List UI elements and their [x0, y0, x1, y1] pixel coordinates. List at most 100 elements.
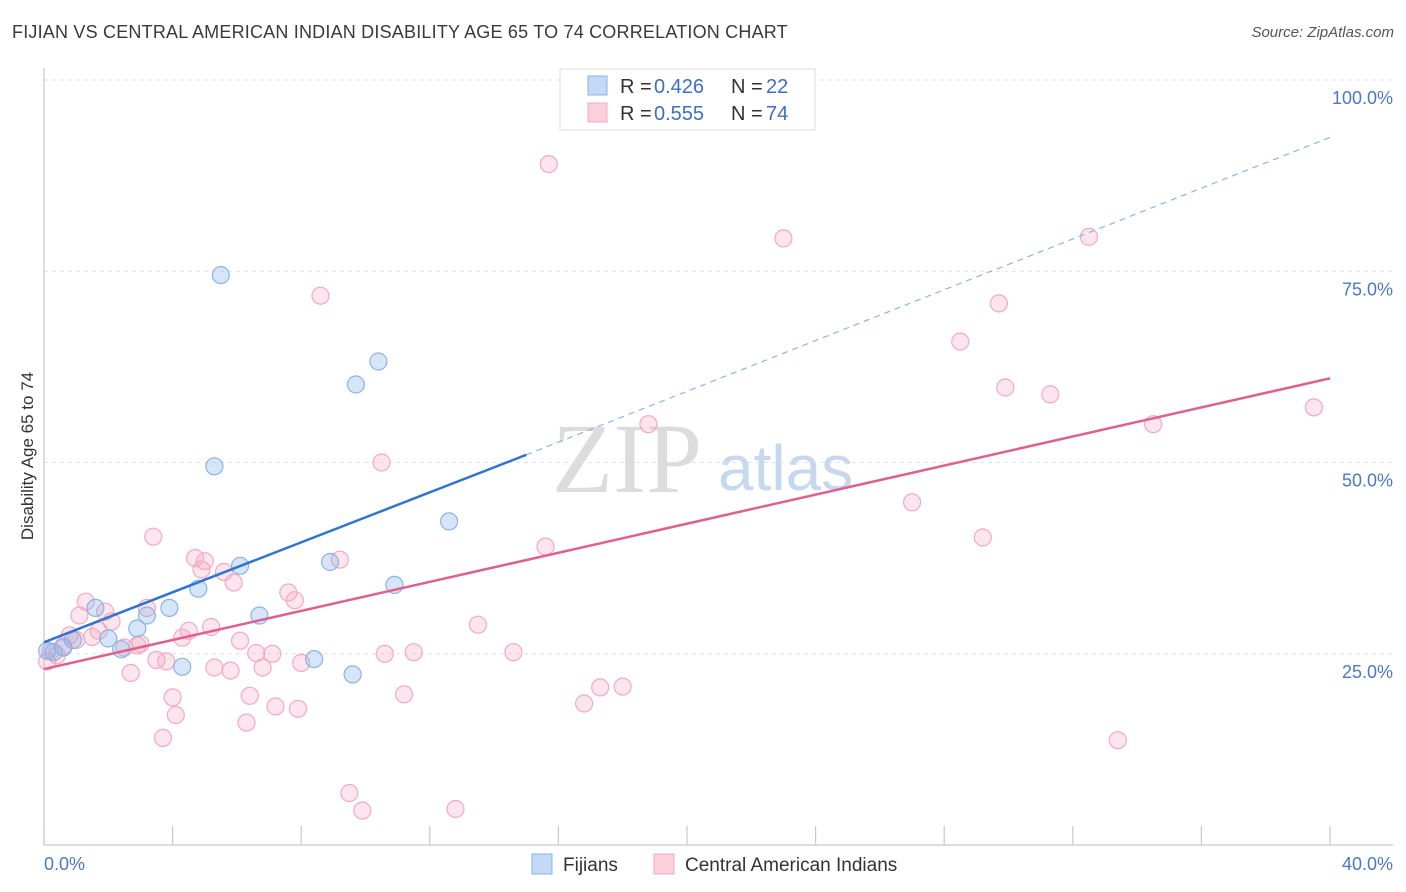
fijians-point-2 — [54, 638, 73, 657]
fijians-point-8 — [137, 606, 156, 625]
fijians-point-1 — [44, 643, 63, 662]
central-american-indians-point-33 — [231, 631, 250, 650]
central-american-indians-point-49 — [375, 644, 394, 663]
central-american-indians-point-25 — [186, 548, 205, 568]
legend-swatch-central-american-indians — [587, 102, 608, 123]
central-american-indians-point-60 — [639, 415, 658, 434]
source-credit: Source: ZipAtlas.com — [1251, 24, 1394, 41]
central-american-indians-point-31 — [221, 661, 240, 680]
central-american-indians-point-47 — [353, 801, 372, 820]
fijians-point-20 — [369, 352, 388, 371]
legend-n-value-0: 22 — [766, 76, 788, 98]
central-american-indians-point-38 — [263, 644, 282, 663]
central-american-indians-trend-line — [43, 377, 1331, 671]
fijians-point-13 — [211, 266, 230, 285]
central-american-indians-point-41 — [285, 591, 304, 610]
watermark-atlas: atlas — [718, 432, 853, 504]
central-american-indians-point-56 — [539, 155, 558, 174]
bottom-legend-label-fijians: Fijians — [563, 855, 618, 876]
central-american-indians-point-52 — [446, 799, 465, 819]
chart-title: FIJIAN VS CENTRAL AMERICAN INDIAN DISABI… — [12, 22, 788, 42]
bottom-legend: Fijians Central American Indians — [531, 853, 897, 876]
legend-n-value-1: 74 — [766, 103, 788, 125]
central-american-indians-point-0 — [38, 652, 57, 671]
central-american-indians-point-68 — [1079, 227, 1099, 246]
x-tick-label-min: 0.0% — [44, 854, 85, 874]
central-american-indians-point-63 — [951, 332, 970, 351]
central-american-indians-point-51 — [404, 643, 423, 662]
central-american-indians-point-17 — [144, 527, 163, 546]
y-tick-label-25: 25.0% — [1342, 662, 1393, 682]
central-american-indians-point-54 — [504, 643, 523, 662]
x-tick-label-max: 40.0% — [1342, 854, 1393, 874]
central-american-indians-point-53 — [468, 615, 488, 634]
central-american-indians-point-19 — [157, 652, 176, 671]
legend-r-label-0: R = — [620, 76, 652, 98]
bottom-legend-label-central-american-indians: Central American Indians — [685, 855, 897, 876]
y-tick-label-75: 75.0% — [1342, 279, 1393, 299]
central-american-indians-point-34 — [237, 713, 256, 732]
legend-box: R = 0.426 N = 22 R = 0.555 N = 74 — [559, 68, 816, 131]
bottom-legend-swatch-fijians — [531, 853, 553, 875]
fijians-point-16 — [305, 649, 324, 669]
x-axis-tick-labels: 0.0% 40.0% — [44, 854, 1393, 874]
central-american-indians-point-65 — [989, 294, 1009, 313]
central-american-indians-point-39 — [266, 697, 285, 716]
fijians-point-10 — [173, 657, 192, 676]
central-american-indians-point-29 — [205, 658, 224, 677]
y-axis-title: Disability Age 65 to 74 — [18, 372, 37, 540]
fijians-point-4 — [86, 598, 105, 618]
watermark-zip: ZIP — [552, 403, 702, 514]
legend-r-label-1: R = — [620, 103, 652, 125]
fijians-trend-extension — [526, 136, 1331, 456]
central-american-indians-point-37 — [253, 658, 272, 677]
trend-lines — [43, 136, 1331, 671]
y-axis-tick-labels: 25.0% 50.0% 75.0% 100.0% — [1332, 88, 1393, 682]
central-american-indians-point-67 — [1041, 385, 1060, 404]
central-american-indians-point-35 — [240, 686, 259, 705]
central-american-indians-point-32 — [224, 573, 243, 592]
central-american-indians-point-21 — [166, 705, 185, 725]
fijians-trend-line — [43, 453, 527, 644]
fijians-point-7 — [128, 619, 147, 638]
central-american-indians-point-20 — [163, 688, 182, 707]
x-axis-ticks — [43, 826, 1331, 845]
central-american-indians-point-27 — [195, 552, 214, 571]
central-american-indians-point-44 — [311, 286, 330, 305]
central-american-indians-point-46 — [340, 783, 359, 803]
fijians-point-5 — [99, 629, 118, 648]
central-american-indians-point-59 — [613, 677, 632, 696]
fijians-point-18 — [343, 665, 362, 684]
central-american-indians-point-42 — [288, 699, 308, 718]
legend-swatch-fijians — [587, 75, 608, 96]
bottom-legend-swatch-central-american-indians — [653, 853, 675, 875]
legend-r-value-0: 0.426 — [654, 76, 704, 98]
fijians-point-17 — [321, 552, 340, 572]
fijians-point-19 — [346, 375, 365, 394]
fijians-point-12 — [205, 457, 224, 476]
central-american-indians-point-64 — [973, 528, 992, 547]
fijians-point-22 — [440, 512, 459, 531]
central-american-indians-point-71 — [1304, 398, 1324, 417]
central-american-indians-point-69 — [1108, 731, 1127, 750]
central-american-indians-point-62 — [902, 493, 922, 512]
central-american-indians-point-61 — [774, 229, 793, 248]
central-american-indians-point-58 — [591, 678, 610, 697]
legend-n-label-1: N = — [731, 103, 763, 125]
central-american-indians-point-66 — [996, 378, 1015, 397]
central-american-indians-point-57 — [574, 694, 594, 713]
central-american-indians-point-50 — [395, 685, 414, 704]
data-points — [38, 155, 1324, 820]
y-tick-label-100: 100.0% — [1332, 88, 1393, 108]
legend-r-value-1: 0.555 — [654, 103, 704, 125]
central-american-indians-point-13 — [121, 663, 140, 683]
y-tick-label-50: 50.0% — [1342, 471, 1393, 491]
central-american-indians-point-24 — [153, 728, 173, 748]
fijians-point-9 — [160, 598, 179, 618]
central-american-indians-point-7 — [76, 592, 95, 611]
central-american-indians-point-55 — [536, 537, 555, 556]
central-american-indians-point-48 — [372, 453, 391, 472]
axes — [43, 68, 1393, 846]
legend-n-label-0: N = — [731, 76, 763, 98]
